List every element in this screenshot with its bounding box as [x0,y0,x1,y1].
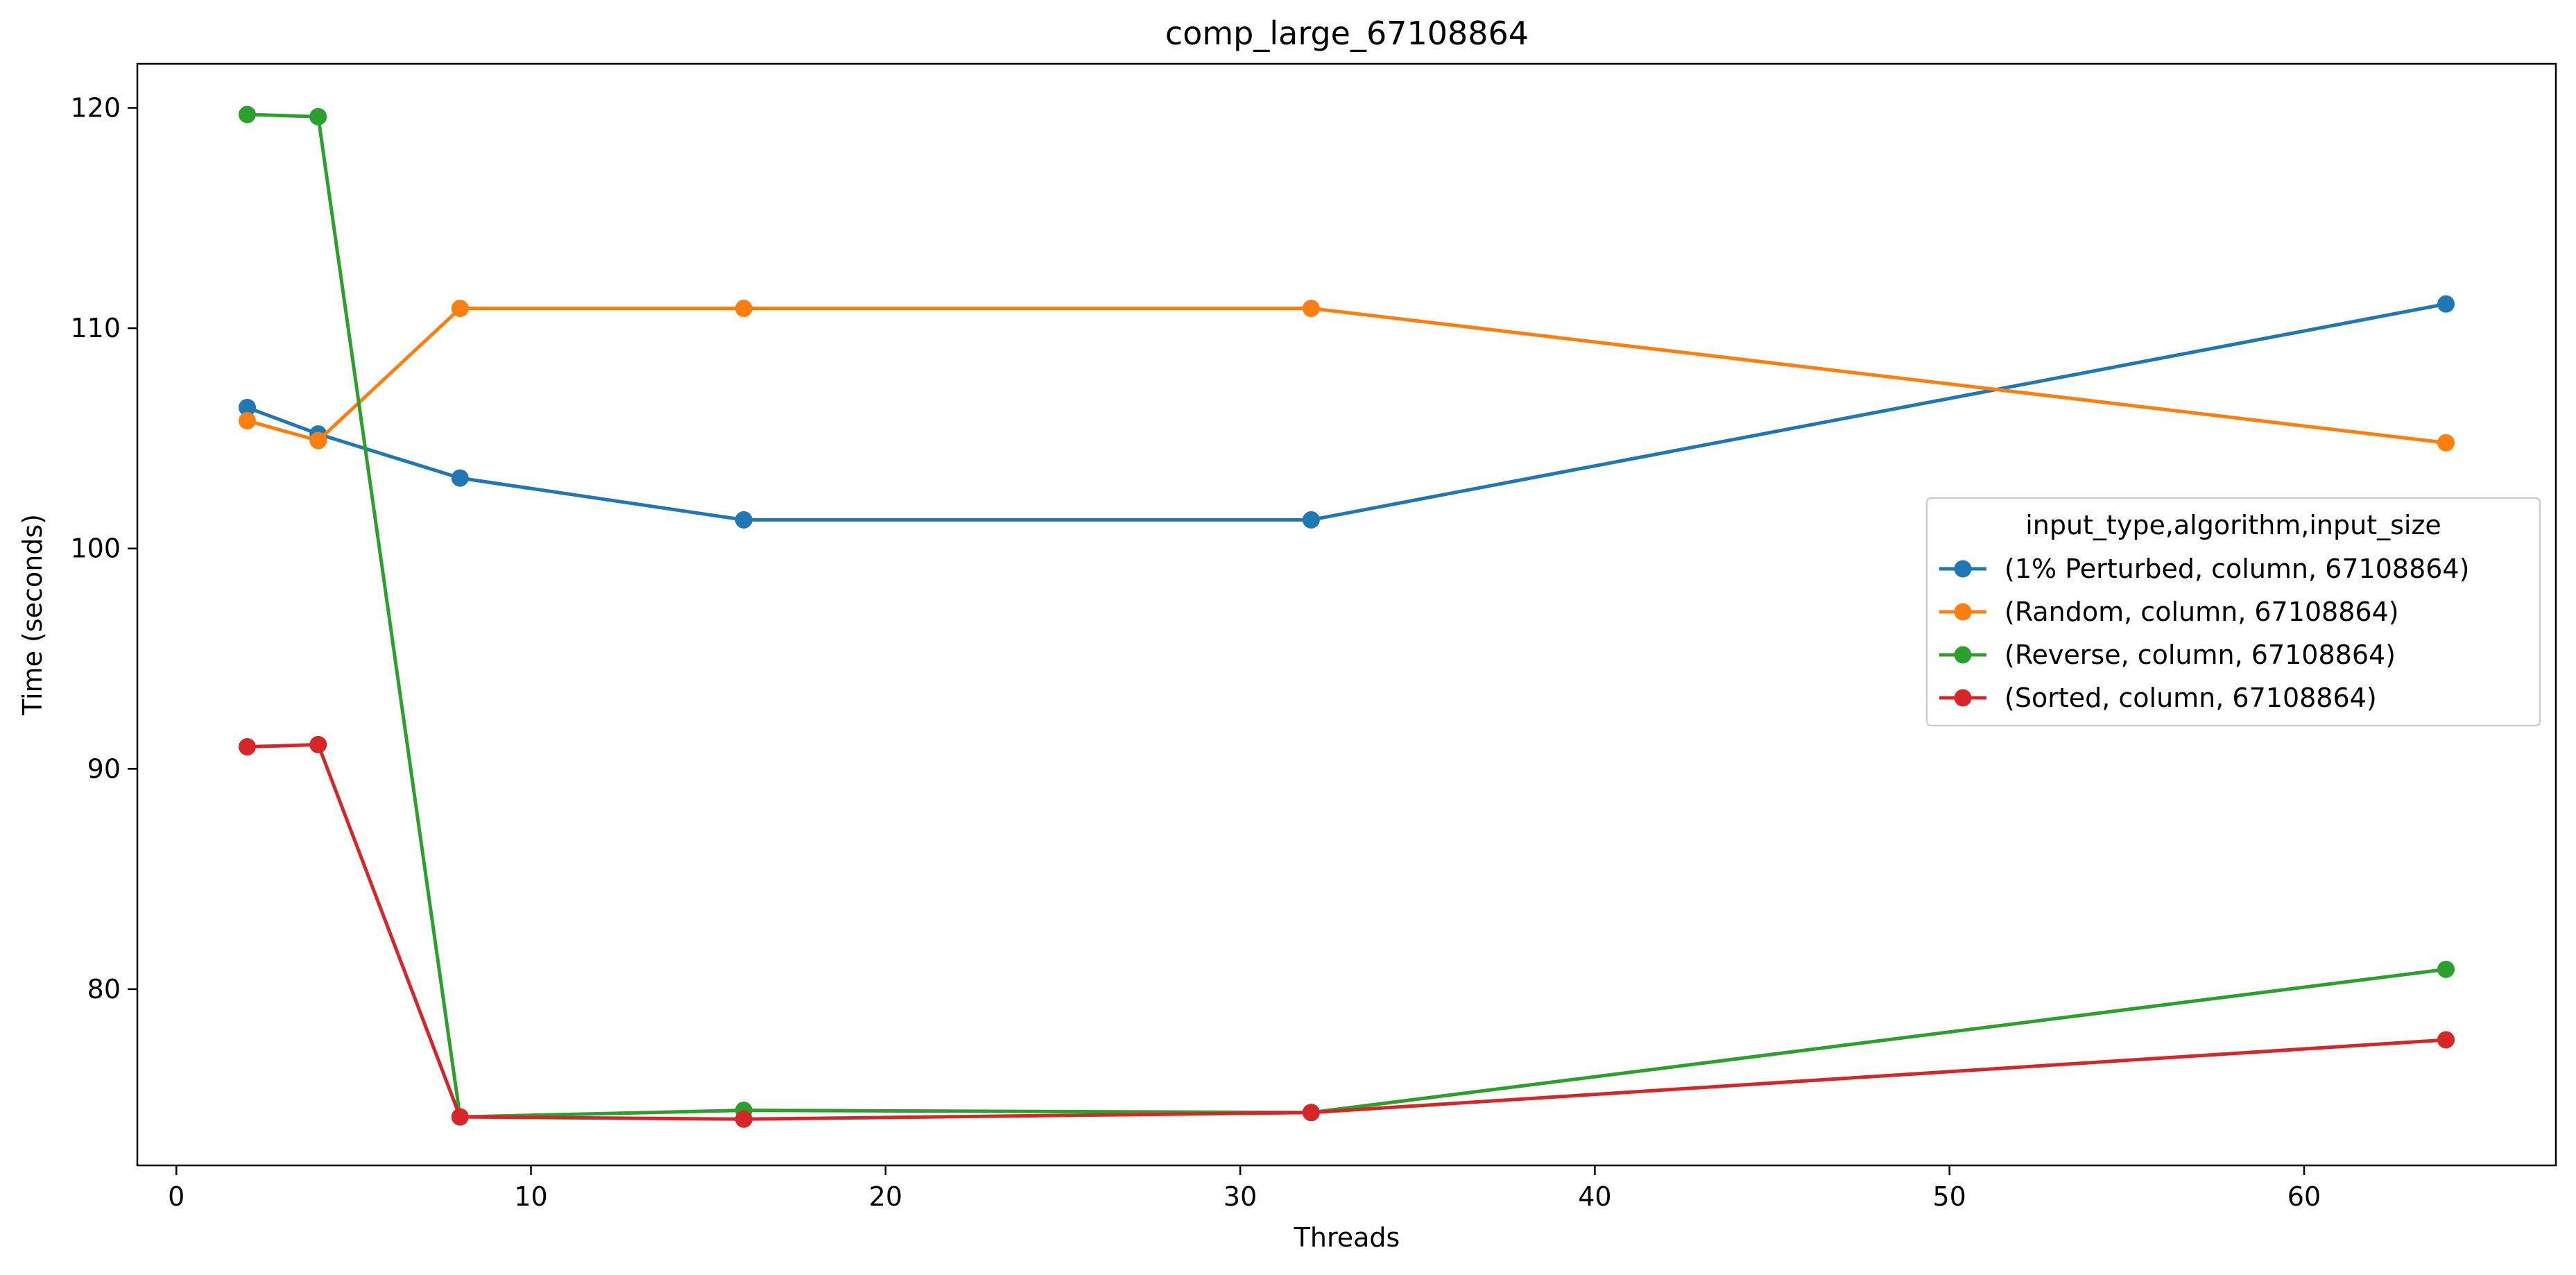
series-line [245,112,2448,1119]
data-point [239,398,256,416]
data-point [309,108,327,126]
data-point [2437,960,2455,978]
x-tick-label: 30 [1223,1181,1257,1212]
series-line [245,302,2448,522]
legend: input_type,algorithm,input_size (1% Pert… [1925,497,2541,727]
data-point [451,1108,469,1126]
x-axis-title: Threads [1294,1222,1400,1253]
data-point [735,300,753,318]
y-tick-label: 100 [70,533,121,564]
data-point [239,412,256,430]
data-point [1302,511,1320,529]
data-point [451,469,469,487]
y-tick-label: 110 [70,313,121,343]
data-point [239,105,256,123]
legend-swatch-marker [1954,646,1972,664]
data-point [309,431,327,450]
x-tick-label: 40 [1578,1181,1611,1212]
x-tick-label: 60 [2287,1181,2321,1212]
x-tick-label: 10 [514,1181,547,1212]
legend-label: (1% Perturbed, column, 67108864) [2004,554,2469,584]
x-tick-label: 0 [168,1181,184,1212]
series-3 [239,735,2455,1128]
legend-swatch-marker [1954,603,1972,621]
series-layer [239,105,2455,1128]
x-tick-label: 50 [1933,1181,1966,1212]
legend-swatch-marker [1954,560,1972,578]
legend-entry: (Random, column, 67108864) [1939,597,2399,627]
data-point [2437,1031,2455,1049]
legend-label: (Reverse, column, 67108864) [2004,640,2396,670]
y-tick-label: 80 [87,974,121,1004]
y-tick-label: 120 [70,93,121,123]
y-axis-title: Time (seconds) [17,514,48,716]
data-point [239,738,256,756]
legend-label: (Random, column, 67108864) [2004,597,2399,627]
series-line [245,742,2448,1121]
data-point [2437,434,2455,452]
legend-entry: (1% Perturbed, column, 67108864) [1939,554,2469,584]
legend-label: (Sorted, column, 67108864) [2004,683,2377,713]
y-tick-label: 90 [87,753,121,784]
data-point [309,735,327,753]
data-point [1302,300,1320,318]
series-1 [239,300,2455,452]
data-point [735,1110,753,1128]
data-point [2437,295,2455,313]
chart-title: comp_large_67108864 [1165,15,1529,52]
legend-entries: (1% Perturbed, column, 67108864) (Random,… [1939,554,2469,713]
series-line [245,307,2448,445]
legend-swatch-marker [1954,689,1972,707]
x-axis: 0 10 20 30 40 50 60 [168,1165,2321,1212]
plot-frame [136,62,2557,1167]
legend-box [1925,497,2541,727]
legend-entry: (Reverse, column, 67108864) [1939,640,2396,670]
data-point [735,511,753,529]
y-axis: 80 90 100 110 120 [70,93,137,1004]
legend-entry: (Sorted, column, 67108864) [1939,683,2377,713]
legend-title: input_type,algorithm,input_size [2025,510,2441,540]
data-point [1302,1104,1320,1122]
data-point [451,300,469,318]
x-tick-label: 20 [869,1181,902,1212]
